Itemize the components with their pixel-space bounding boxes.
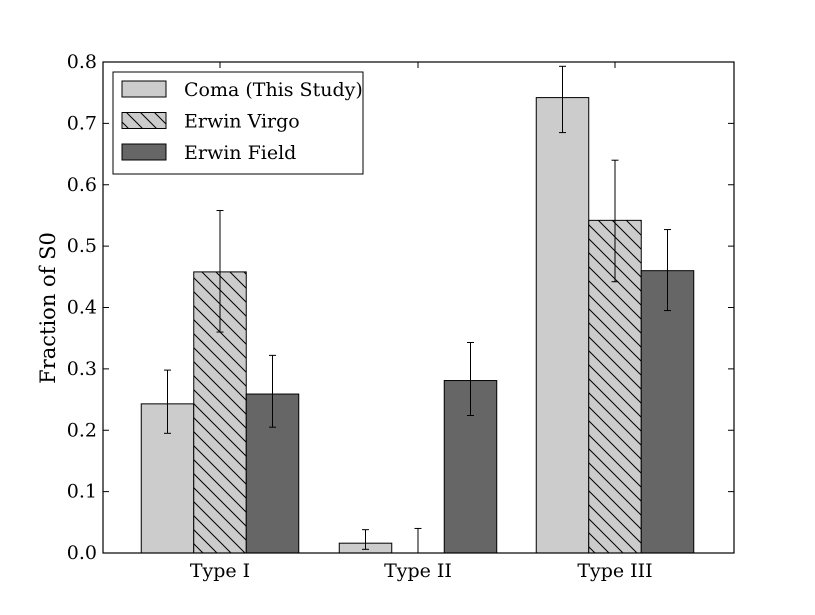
x-tick-label: Type III <box>577 560 652 582</box>
y-axis-label: Fraction of S0 <box>36 232 60 384</box>
legend-swatch <box>121 80 167 98</box>
x-tick-label: Type I <box>190 560 250 582</box>
error-bar-erwin-field <box>467 341 474 417</box>
y-tick-label: 0.5 <box>67 235 97 257</box>
y-tick-label: 0.2 <box>67 419 97 441</box>
error-bar-coma-this-study <box>164 369 171 434</box>
y-tick-labels: 0.0 0.1 0.2 0.3 0.4 0.5 0.6 0.7 0.8 <box>67 51 97 564</box>
y-tick-label: 0.8 <box>67 51 97 73</box>
legend: Coma (This Study) Erwin Virgo Erwin Field <box>112 71 364 175</box>
y-tick-label: 0.6 <box>67 174 97 196</box>
error-bar-erwin-virgo <box>216 210 224 333</box>
error-bar-coma-this-study <box>362 529 369 550</box>
error-bar-erwin-virgo <box>414 527 422 554</box>
legend-swatch <box>121 112 167 129</box>
bars <box>140 97 695 554</box>
plot-frame <box>102 61 735 554</box>
y-tick-label: 0.3 <box>67 358 97 380</box>
legend-label: Erwin Field <box>184 142 296 164</box>
bar-coma-this-study <box>535 97 590 554</box>
y-tick-label: 0.7 <box>67 112 97 134</box>
x-tick-labels: Type I Type II Type III <box>190 560 653 582</box>
error-bars <box>164 65 671 554</box>
legend-swatch <box>121 143 167 161</box>
error-bar-erwin-virgo <box>611 159 619 283</box>
error-bar-erwin-field <box>269 354 276 428</box>
legend-label: Coma (This Study) <box>184 79 363 101</box>
error-bar-coma-this-study <box>559 65 566 134</box>
y-tick-label: 0.1 <box>67 481 97 503</box>
legend-label: Erwin Virgo <box>184 111 300 133</box>
bar-erwin-field <box>640 270 695 554</box>
y-tick-label: 0.0 <box>67 542 97 564</box>
y-tick-label: 0.4 <box>67 297 97 319</box>
x-tick-label: Type II <box>384 560 452 582</box>
error-bar-erwin-field <box>664 229 671 312</box>
